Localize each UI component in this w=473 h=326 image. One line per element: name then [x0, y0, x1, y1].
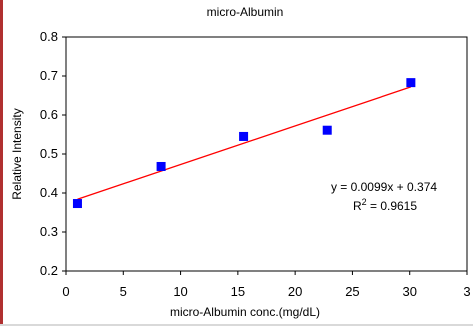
x-axis: 0 5 10 15 20 25 30 3 — [62, 271, 471, 299]
plot-area — [65, 36, 468, 272]
data-point — [322, 125, 332, 135]
data-point — [239, 131, 249, 141]
r-squared-superscript: 2 — [362, 197, 367, 207]
y-tick-label: 0.7 — [40, 68, 58, 83]
x-tick-label: 0 — [62, 284, 69, 299]
x-tick-label: 3 — [463, 284, 470, 299]
x-tick-label: 10 — [173, 284, 187, 299]
trendline-equation: y = 0.0099x + 0.374 — [331, 180, 437, 194]
trendline-group — [77, 86, 412, 200]
x-tick-label: 30 — [402, 284, 416, 299]
x-tick-label: 5 — [120, 284, 127, 299]
y-tick-label: 0.8 — [40, 29, 58, 44]
data-points — [72, 78, 416, 209]
y-tick-label: 0.5 — [40, 146, 58, 161]
y-axis: 0.2 0.3 0.4 0.5 0.6 0.7 0.8 — [40, 29, 66, 278]
plot-border — [65, 36, 468, 272]
chart-title: micro-Albumin — [207, 5, 284, 19]
x-tick-label: 25 — [345, 284, 359, 299]
trendline — [77, 86, 412, 200]
left-border — [0, 0, 3, 326]
x-axis-label: micro-Albumin conc.(mg/dL) — [170, 305, 320, 319]
bottom-border — [0, 324, 473, 326]
data-point — [72, 199, 82, 209]
y-tick-label: 0.6 — [40, 107, 58, 122]
r-squared-prefix: R — [353, 199, 362, 213]
y-tick-label: 0.2 — [40, 263, 58, 278]
r-squared-value: = 0.9615 — [367, 199, 418, 213]
y-tick-label: 0.3 — [40, 224, 58, 239]
data-point — [406, 78, 416, 88]
y-tick-label: 0.4 — [40, 185, 58, 200]
r-squared-label: R2 = 0.9615 — [353, 197, 417, 213]
data-point — [156, 161, 166, 171]
y-axis-label: Relative Intensity — [10, 108, 24, 199]
x-tick-label: 20 — [288, 284, 302, 299]
x-tick-label: 15 — [231, 284, 245, 299]
